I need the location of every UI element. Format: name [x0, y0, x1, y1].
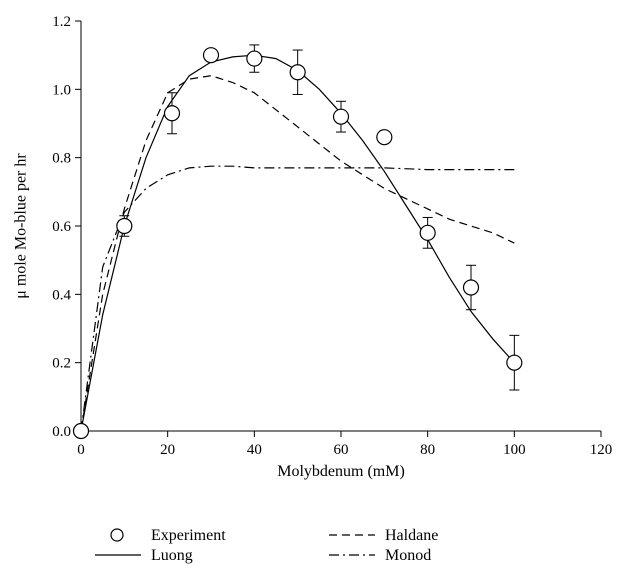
y-axis-title: μ mole Mo-blue per hr [13, 153, 30, 299]
x-tick-label: 20 [160, 442, 175, 458]
x-tick-label: 60 [334, 442, 349, 458]
model-curves [81, 55, 514, 431]
data-point [464, 280, 479, 295]
x-tick-label: 0 [77, 442, 85, 458]
x-tick-label: 100 [503, 442, 526, 458]
data-point [290, 65, 305, 80]
data-point [165, 106, 180, 121]
data-point [74, 424, 89, 439]
y-tick-label: 1.0 [52, 82, 71, 98]
data-point [507, 355, 522, 370]
legend-marker-experiment [111, 529, 123, 541]
experiment-points [74, 45, 522, 439]
x-tick-label: 80 [420, 442, 435, 458]
tick-labels: 0 20 40 60 80 100 120 0.0 0.2 0.4 0.6 0.8 1.0 1.2 [52, 14, 612, 458]
data-point [334, 109, 349, 124]
x-axis-title: Molybdenum (mM) [277, 463, 405, 480]
data-point [420, 225, 435, 240]
series-line-haldane [81, 76, 514, 431]
legend-label-experiment: Experiment [151, 527, 226, 544]
legend: Experiment Luong Haldane Monod [95, 527, 438, 564]
legend-label-haldane: Haldane [385, 527, 438, 544]
y-tick-label: 0.6 [52, 219, 71, 235]
y-tick-label: 0.8 [52, 151, 71, 167]
series-line-luong [81, 55, 514, 431]
legend-label-luong: Luong [151, 547, 193, 564]
data-point [204, 48, 219, 63]
x-tick-label: 40 [247, 442, 262, 458]
y-tick-label: 1.2 [52, 14, 71, 30]
data-point [247, 51, 262, 66]
axes [75, 21, 601, 437]
data-point [377, 130, 392, 145]
y-tick-label: 0.4 [52, 287, 71, 303]
legend-label-monod: Monod [385, 547, 431, 564]
x-tick-label: 120 [590, 442, 613, 458]
y-tick-label: 0.2 [52, 356, 71, 372]
y-tick-label: 0.0 [52, 424, 71, 440]
data-point [117, 219, 132, 234]
series-line-monod [81, 166, 514, 431]
